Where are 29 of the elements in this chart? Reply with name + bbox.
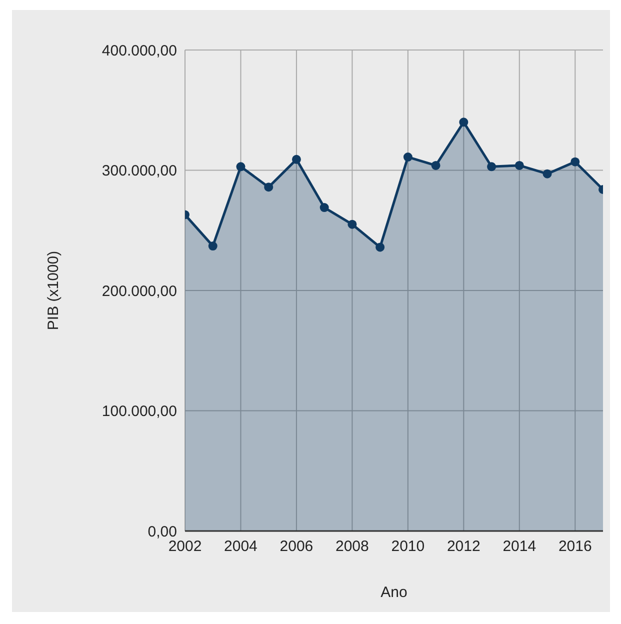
- x-tick-label: 2012: [446, 538, 480, 555]
- point: [403, 152, 412, 162]
- point: [348, 220, 357, 229]
- x-axis-title: Ano: [380, 584, 408, 601]
- y-tick-label: 400.000,00: [102, 42, 177, 60]
- point: [487, 162, 496, 172]
- y-tick-label: 300.000,00: [102, 162, 177, 180]
- point: [208, 242, 218, 251]
- point: [376, 242, 385, 252]
- point: [236, 162, 246, 172]
- x-tick-label: 2010: [391, 538, 425, 555]
- point: [320, 203, 329, 212]
- point: [542, 169, 552, 178]
- x-tick-label: 2006: [280, 538, 314, 555]
- point: [570, 157, 580, 166]
- y-tick-label: 0,00: [148, 523, 177, 540]
- point: [264, 182, 274, 192]
- x-tick-label: 2004: [224, 538, 258, 555]
- x-tick-label: 2002: [168, 538, 202, 555]
- point: [292, 154, 301, 164]
- point: [514, 160, 524, 170]
- point: [431, 160, 440, 170]
- x-tick-label: 2016: [558, 538, 592, 555]
- y-tick-label: 200.000,00: [102, 282, 177, 300]
- y-axis-title: PIB (x1000): [45, 250, 62, 330]
- y-tick-label: 100.000,00: [102, 403, 177, 420]
- point: [459, 118, 468, 127]
- x-tick-label: 2014: [502, 538, 536, 555]
- x-tick-label: 2008: [336, 538, 369, 555]
